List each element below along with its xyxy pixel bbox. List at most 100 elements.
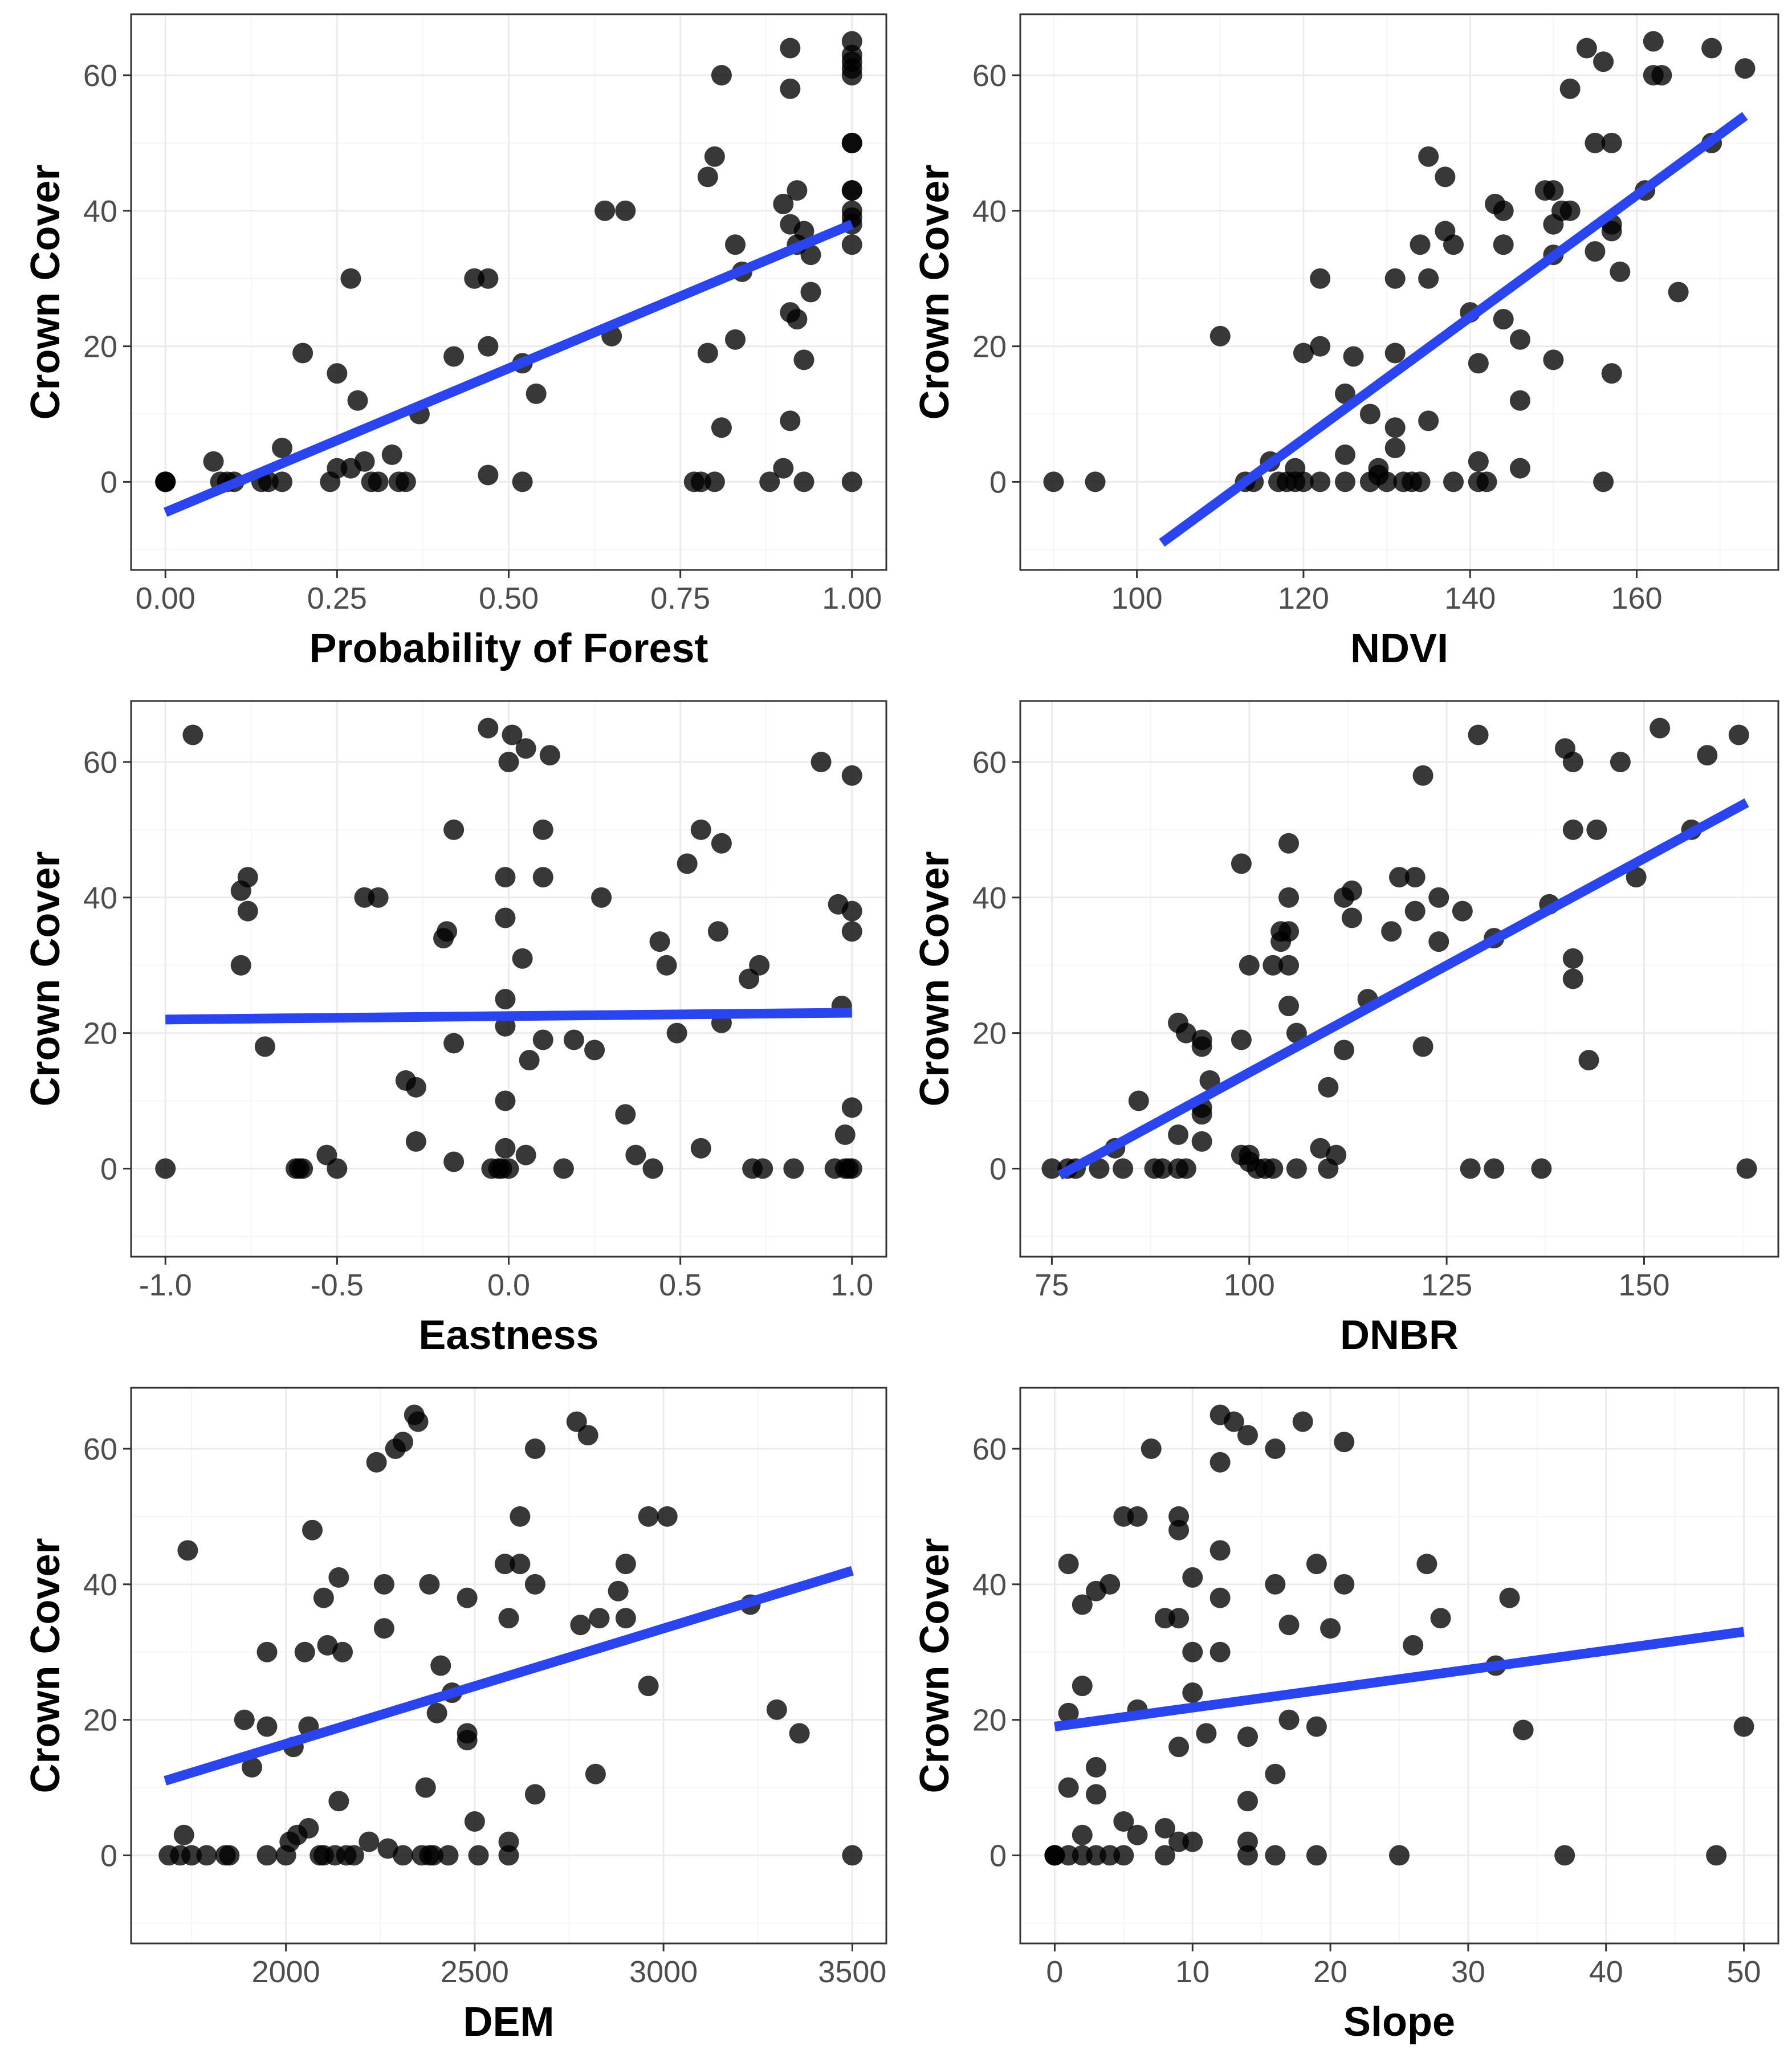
data-point (1412, 1036, 1433, 1057)
data-point (773, 193, 794, 214)
data-point (1278, 833, 1300, 854)
y-tick-label: 60 (83, 59, 117, 93)
y-tick-label: 20 (83, 1017, 117, 1051)
y-tick-label: 20 (972, 1017, 1007, 1051)
data-point (510, 1554, 531, 1575)
data-point (1085, 471, 1106, 492)
data-point (1697, 745, 1718, 766)
data-point (1493, 234, 1514, 255)
data-point (841, 65, 862, 86)
data-point (332, 1641, 353, 1662)
data-point (196, 1845, 217, 1866)
data-point (1128, 1090, 1149, 1111)
data-point (1585, 241, 1606, 262)
data-point (1643, 31, 1664, 52)
data-point (834, 1124, 856, 1145)
y-axis-title: Crown Cover (912, 1538, 958, 1793)
data-point (1576, 38, 1597, 59)
data-point (1262, 1158, 1284, 1179)
data-point (697, 166, 718, 188)
data-point (1601, 363, 1622, 384)
data-point (1509, 458, 1530, 479)
data-point (495, 989, 516, 1010)
data-point (1381, 921, 1402, 942)
data-point (292, 1158, 313, 1179)
data-point (615, 1608, 636, 1629)
data-point (1403, 1635, 1424, 1656)
data-point (1152, 1158, 1173, 1179)
data-point (495, 1138, 516, 1159)
data-point (749, 955, 770, 976)
data-point (1265, 1438, 1286, 1460)
axis-ticks: 0 10 20 30 40 50 0 20 40 60 (972, 1432, 1761, 1989)
data-point (1443, 471, 1464, 492)
data-point (1168, 1608, 1190, 1629)
y-tick-label: 20 (972, 1704, 1007, 1738)
data-point (841, 471, 862, 492)
data-point (759, 471, 780, 492)
data-point (1182, 1567, 1203, 1588)
y-tick-label: 20 (83, 330, 117, 364)
y-axis-title: Crown Cover (23, 851, 68, 1106)
panel-probability-of-forest: 0.00 0.25 0.50 0.75 1.00 0 20 40 60 Probability … (23, 13, 887, 671)
data-point (1265, 1574, 1286, 1595)
data-point (793, 471, 814, 492)
data-point (793, 349, 814, 370)
data-point (1113, 1158, 1134, 1179)
x-tick-label: 150 (1618, 1268, 1669, 1302)
y-axis-title: Crown Cover (912, 851, 958, 1106)
plot-background (1020, 701, 1778, 1257)
data-point (181, 1845, 202, 1866)
x-tick-label: 3000 (629, 1955, 698, 1989)
scatter-points (155, 718, 862, 1179)
data-point (155, 471, 176, 492)
data-point (793, 221, 814, 242)
data-point (405, 1131, 426, 1152)
x-tick-label: 30 (1451, 1955, 1485, 1989)
data-point (1384, 437, 1406, 458)
y-tick-label: 20 (83, 1704, 117, 1738)
data-point (608, 1580, 629, 1601)
x-tick-label: 40 (1589, 1955, 1623, 1989)
data-point (1209, 1587, 1231, 1608)
data-point (1320, 1618, 1341, 1639)
data-point (773, 458, 794, 479)
data-point (1278, 887, 1300, 908)
data-point (294, 1641, 315, 1662)
data-point (1389, 1845, 1410, 1866)
y-axis-title: Crown Cover (23, 164, 68, 419)
data-point (423, 1845, 443, 1866)
data-point (1293, 343, 1314, 364)
data-point (237, 900, 258, 922)
data-point (426, 1702, 447, 1723)
data-point (478, 464, 499, 486)
x-tick-label: 100 (1111, 581, 1163, 616)
data-point (1493, 309, 1514, 330)
data-point (1326, 1144, 1347, 1165)
data-point (1384, 268, 1406, 289)
data-point (408, 1411, 429, 1432)
panel-ndvi: 100 120 140 160 0 20 40 60 NDVI Crown Cover (912, 13, 1779, 671)
data-point (707, 921, 728, 942)
y-tick-label: 40 (83, 194, 117, 229)
x-tick-label: 75 (1035, 1268, 1069, 1302)
data-point (1593, 51, 1614, 72)
data-point (1278, 1709, 1300, 1730)
data-point (155, 1158, 176, 1179)
data-point (519, 1050, 540, 1071)
data-point (1072, 1594, 1093, 1615)
y-axis-title: Crown Cover (912, 164, 958, 419)
data-point (649, 931, 670, 952)
data-point (615, 1554, 636, 1575)
trend-line (164, 1566, 854, 1786)
data-point (1306, 1716, 1327, 1737)
data-point (1306, 1845, 1327, 1866)
data-point (638, 1506, 659, 1527)
data-point (1493, 200, 1514, 221)
data-point (1559, 200, 1581, 221)
data-point (1334, 1040, 1355, 1061)
data-point (1209, 1641, 1231, 1662)
data-point (656, 955, 677, 976)
y-tick-label: 40 (83, 1568, 117, 1602)
data-point (1335, 444, 1355, 465)
